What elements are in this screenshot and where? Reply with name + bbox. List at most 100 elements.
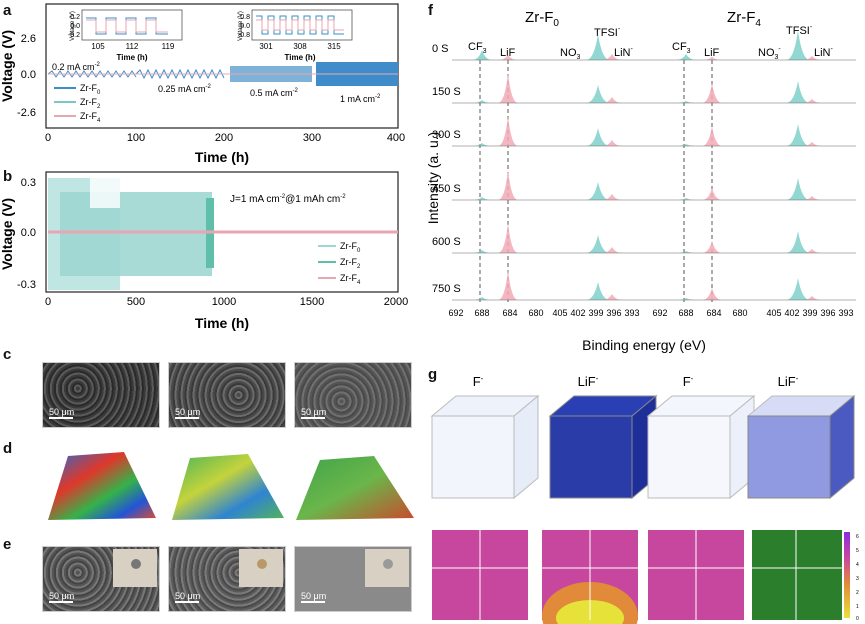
xtick-n1s-left-1: 402 [570,308,585,318]
xps-peak-lin-left-5 [602,294,622,300]
xlabel-f: Binding energy (eV) [582,337,706,353]
xps-peak-lif-left-0 [498,55,518,60]
row-label-0: 0 S [432,43,449,55]
xps-peak-tfsi-left-2 [586,128,610,146]
xps-peak-tfsi-right-3 [786,178,810,200]
xtick-b-1: 500 [127,296,145,308]
peak-lin-right: LiN- [814,46,834,59]
tof-label-0: F- [473,374,484,389]
xps-peak-lin-left-2 [602,140,622,146]
xtick-a-3: 300 [303,132,321,144]
xps-peak-lif-right-5 [702,288,722,300]
ytick-a-0: 2.6 [21,33,36,45]
xps-peak-tfsi-left-3 [586,182,610,200]
tof-map-2 [648,530,744,620]
xps-peak-lif-right-1 [702,83,722,103]
current-label-3: 0.5 mA cm-2 [250,88,299,98]
trace-a-seg2 [135,68,225,80]
colorbar-tick-1: 5 [856,548,859,554]
inset1-xlabel: Time (h) [117,53,148,62]
row-label-4: 600 S [432,236,461,248]
peak-lin-left: LiN- [614,46,634,59]
tof-cube-1 [548,394,658,500]
inset1-ylabel: Voltage (V) [70,11,76,41]
title-zr-f0: Zr-F0 [525,9,559,29]
panel-label-e: e [3,536,12,553]
sem-image-c-3: 50 μm [294,362,412,428]
ytick-a-2: -2.6 [17,107,36,119]
xtick-f1s-left-2: 684 [502,308,517,318]
title-zr-f4: Zr-F4 [727,9,761,29]
xps-peak-lin-left-3 [602,194,622,200]
panel-label-f: f [428,2,433,19]
xtick-n1s-right-2: 399 [802,308,817,318]
inset2-xtick-1: 308 [293,42,307,51]
sem-image-e-1: 50 μm [42,546,160,612]
trace-a-seg1 [47,70,137,78]
inset1-xtick-1: 112 [126,42,139,51]
peak-no3-left: NO3 [560,47,581,61]
row-label-3: 450 S [432,183,461,195]
xps-peak-cf3-right-0 [676,54,696,60]
peak-lif-right: LiF [704,47,720,59]
scalebar-label: 50 μm [49,407,75,417]
panel-label-a: a [3,2,12,19]
inset2-ylabel: Voltage (V) [238,11,244,41]
xtick-n1s-right-1: 402 [784,308,799,318]
sem-image-c-2: 50 μm [168,362,286,428]
colorbar-tick-3: 3 [856,576,859,582]
xps-peak-cf3-left-5 [472,297,492,300]
xps-peak-cf3-left-3 [472,197,492,200]
photo-inset [365,549,409,587]
colorbar-tick-0: 6 [856,534,859,540]
peak-tfsi-left: TFSI- [594,26,621,39]
panel-a-chart: Voltage (V) 2.6 0.0 -2.6 0 100 200 300 4… [0,3,405,165]
xtick-n1s-left-4: 393 [624,308,639,318]
inset2-trace-2 [256,19,344,31]
colorbar-tick-4: 2 [856,590,859,596]
xps-peak-cf3-right-4 [676,251,696,253]
legend-a-0: Zr-F0 [80,83,101,96]
xtick-n1s-left-2: 399 [588,308,603,318]
inset2-xtick-0: 301 [259,42,273,51]
tof-map-0 [432,530,528,620]
sem-image-e-2: 50 μm [168,546,286,612]
row-label-5: 750 S [432,283,461,295]
colorbar-tick-6: 0 [856,616,859,622]
xps-peak-lin-right-2 [802,142,822,146]
xtick-f1s-left-0: 692 [448,308,463,318]
xps-peak-cf3-right-2 [676,144,696,146]
xps-peak-lin-right-3 [802,196,822,200]
coin-cell [131,559,141,569]
xps-peak-cf3-left-2 [472,143,492,146]
tof-map-3 [752,530,842,620]
xps-peak-lif-right-0 [702,57,722,60]
xps-peak-lin-left-1 [602,97,622,103]
xps-peak-lin-left-0 [602,54,622,60]
inset2-ytick-1: 0.0 [240,23,250,30]
inset-1: Voltage (V) 0.2 0.0 -0.2 105 112 119 Tim… [68,9,183,62]
xps-peak-tfsi-right-4 [786,231,810,253]
xtick-n1s-left-0: 405 [552,308,567,318]
xlabel-b: Time (h) [195,315,249,331]
xps-peak-tfsi-left-4 [586,235,610,253]
ytick-b-1: 0.0 [21,227,36,239]
tof-label-3: LiF- [778,374,799,389]
photo-inset [113,549,157,587]
tof-map-1 [542,530,638,624]
current-label-2: 0.25 mA cm-2 [158,84,212,94]
xps-peak-lif-right-2 [702,126,722,146]
panel-f-chart: Zr-F0 Zr-F4 Intensity (a. u.) Binding en… [426,9,856,353]
xtick-f1s-right-3: 680 [732,308,747,318]
xps-peak-cf3-right-5 [676,298,696,300]
ylabel-a: Voltage (V) [0,30,15,102]
ylabel-b: Voltage (V) [0,198,15,270]
xps-peak-lif-right-4 [702,241,722,253]
xlabel-a: Time (h) [195,149,249,165]
panel-label-d: d [3,440,13,457]
tof-label-1: LiF- [578,374,599,389]
scalebar [49,417,73,419]
xtick-f1s-left-3: 680 [528,308,543,318]
xtick-b-0: 0 [45,296,51,308]
scalebar [175,601,199,603]
